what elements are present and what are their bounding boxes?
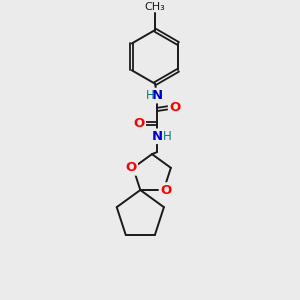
Text: H: H xyxy=(146,89,154,102)
Text: N: N xyxy=(152,130,163,143)
Text: CH₃: CH₃ xyxy=(145,2,165,12)
Text: O: O xyxy=(134,117,145,130)
Text: N: N xyxy=(152,89,163,102)
Text: H: H xyxy=(163,130,171,143)
Text: O: O xyxy=(125,161,137,174)
Text: O: O xyxy=(160,184,171,196)
Text: O: O xyxy=(169,101,180,114)
